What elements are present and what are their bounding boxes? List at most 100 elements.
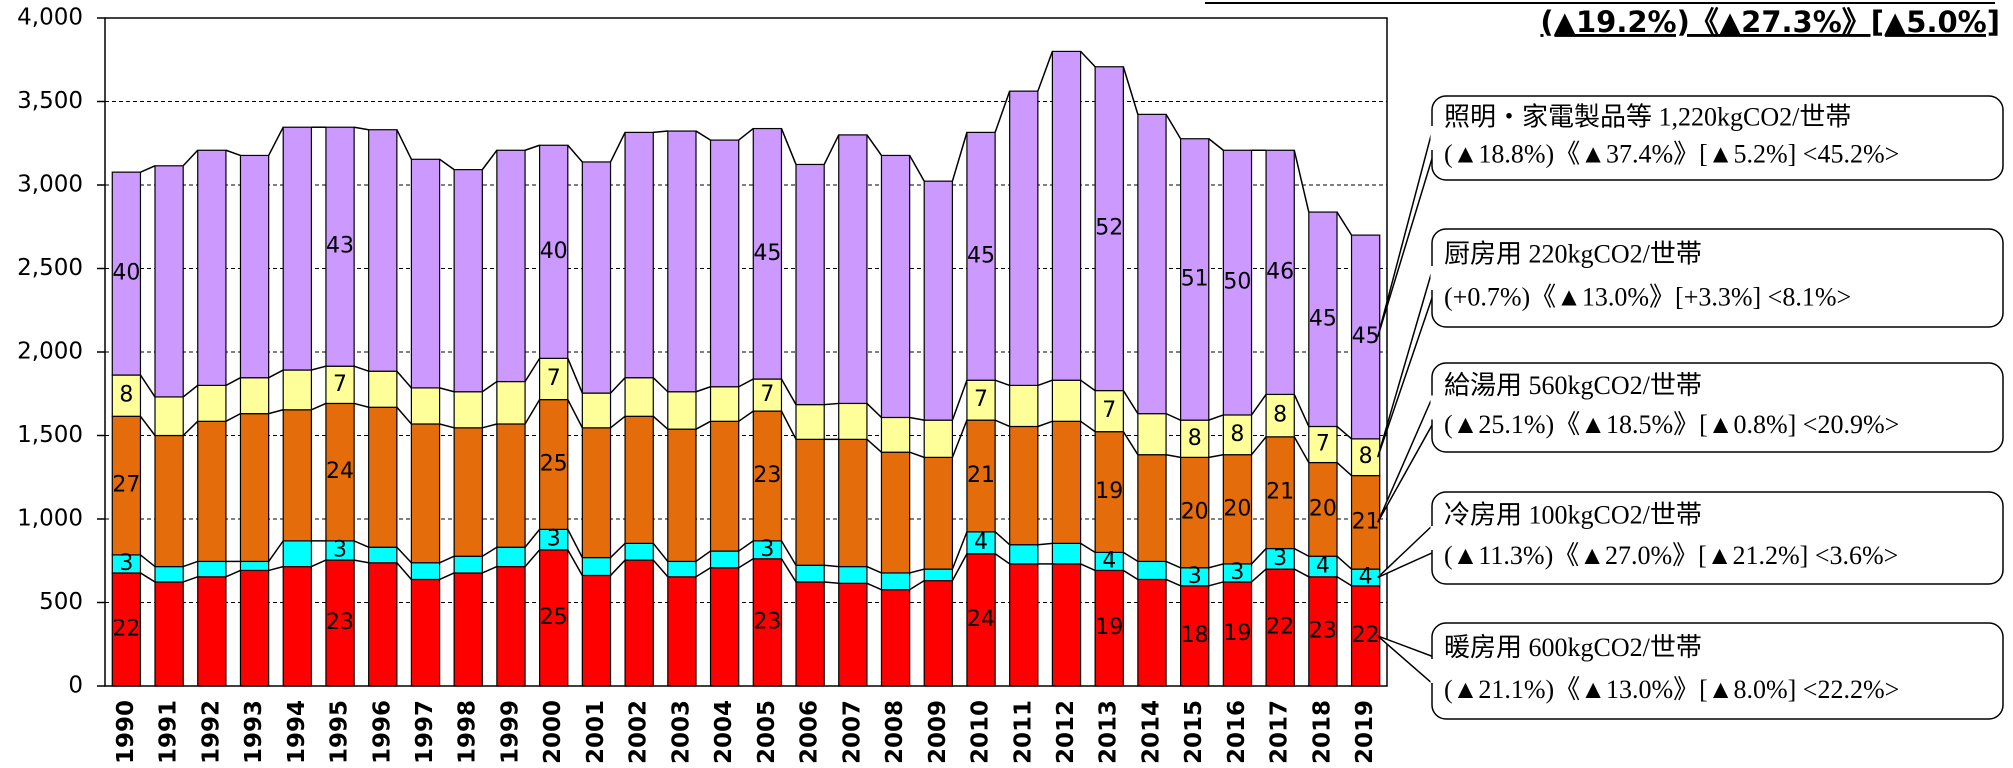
connector [482, 423, 498, 429]
bar-segment [838, 582, 868, 687]
share-label: 45 [1309, 306, 1337, 331]
connector [567, 399, 583, 429]
bar-segment [368, 562, 398, 687]
bar-segment [581, 574, 612, 687]
connector [524, 528, 541, 548]
share-label: 3 [760, 537, 774, 562]
bar-segment [1051, 379, 1082, 422]
bar-segment [197, 576, 227, 687]
bar-segment [1308, 576, 1338, 687]
connector [780, 558, 797, 583]
connector [182, 384, 199, 398]
connector [311, 402, 327, 411]
bar-segment [1265, 436, 1295, 550]
bar-segment [410, 423, 441, 564]
connector [140, 165, 156, 173]
bar-segment [838, 565, 868, 584]
bar-segment [368, 546, 398, 564]
x-tick-label: 2001 [583, 700, 609, 764]
share-label: 21 [1352, 509, 1380, 534]
bar-segment [752, 378, 783, 412]
bar-segment [838, 438, 868, 568]
bar-segment [325, 126, 355, 367]
connector [610, 415, 626, 429]
share-label: 25 [540, 605, 568, 630]
share-label: 8 [119, 383, 133, 408]
x-tick-label: 2019 [1352, 700, 1378, 764]
bar-segment [1222, 149, 1253, 416]
share-label: 8 [1273, 403, 1287, 428]
connector [1165, 412, 1181, 421]
share-label: 40 [112, 261, 140, 286]
bar-segment [1137, 413, 1167, 456]
connector [1336, 425, 1353, 440]
share-label: 46 [1266, 259, 1294, 284]
connector [1037, 542, 1053, 546]
x-tick-label: 2009 [925, 700, 951, 764]
x-tick-label: 1990 [113, 700, 139, 764]
bar-segment [410, 158, 441, 389]
connector [909, 155, 925, 182]
connector [652, 542, 669, 562]
x-tick-label: 2004 [711, 700, 737, 764]
bar-segment [1137, 578, 1167, 687]
bar-segment [410, 387, 441, 425]
bar-segment [880, 154, 911, 419]
bar-segment [282, 369, 313, 411]
connector [1122, 390, 1139, 415]
share-label: 21 [967, 463, 995, 488]
x-tick-label: 2006 [797, 700, 823, 764]
connector [738, 378, 754, 388]
bar-segment [496, 565, 526, 687]
share-label: 22 [1352, 623, 1380, 648]
x-tick-label: 1997 [412, 700, 438, 764]
connector [994, 90, 1011, 133]
plot-border [104, 17, 1388, 687]
connector [1208, 581, 1224, 587]
bar-segment [197, 560, 227, 578]
connector [994, 553, 1011, 565]
x-tick-label: 2003 [668, 700, 694, 764]
bar-segment [966, 131, 996, 381]
connector [140, 572, 156, 583]
bar-segment [1094, 66, 1124, 392]
connector [1250, 436, 1267, 456]
bar-segment [1094, 431, 1124, 553]
connector [182, 420, 199, 437]
connector [1336, 461, 1353, 477]
share-label: 21 [1266, 480, 1294, 505]
connector [354, 126, 369, 131]
connector [652, 415, 669, 430]
callout-text: (▲21.1%)《▲13.0%》[▲8.0%] <22.2%> [1444, 675, 1899, 704]
connector [951, 419, 968, 458]
share-label: 20 [1223, 496, 1251, 521]
bar-segment [1179, 456, 1210, 569]
connector [1122, 66, 1139, 115]
connector [1293, 436, 1310, 463]
connector [225, 377, 241, 387]
bar-segment [1350, 438, 1381, 477]
y-tick-label: 2,500 [17, 255, 83, 281]
bar-segment [239, 154, 270, 379]
share-label: 52 [1095, 216, 1123, 241]
connector [182, 560, 198, 568]
connector [139, 374, 156, 398]
bar-segment [410, 562, 441, 581]
bar-segment [368, 370, 398, 408]
bar-segment [453, 391, 483, 429]
x-tick-label: 2011 [1010, 700, 1036, 764]
connector [1208, 414, 1224, 421]
x-tick-label: 2000 [540, 700, 566, 764]
bar-segment [752, 127, 783, 380]
y-tick-label: 3,500 [17, 88, 83, 114]
connector [738, 127, 754, 141]
connector [738, 540, 754, 552]
connector [268, 565, 284, 572]
connector [780, 540, 797, 566]
bar-segment [1350, 474, 1381, 570]
connector [1336, 211, 1353, 236]
bar-segment [923, 580, 954, 687]
share-label: 18 [1181, 623, 1209, 648]
share-label: 45 [967, 243, 995, 268]
connector [268, 409, 284, 415]
